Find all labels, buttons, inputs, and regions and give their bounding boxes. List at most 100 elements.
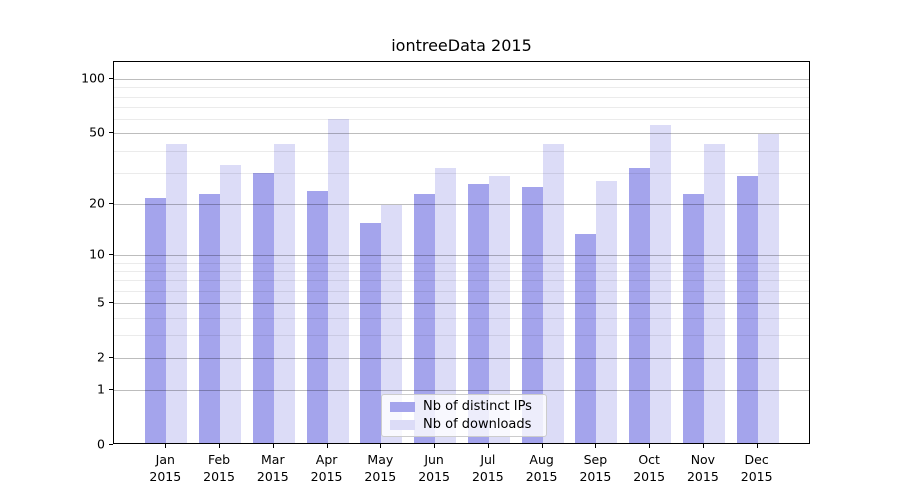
x-tick-mark [219,444,221,448]
gridline-minor-80 [114,96,809,98]
x-tick-mark [541,444,543,448]
x-tick-month: Aug [529,452,554,467]
legend-row: Nb of distinct IPs [390,399,538,414]
bar-downloads-feb [220,165,242,443]
x-tick-year: 2015 [149,469,182,484]
y-tick-mark [109,132,113,134]
bar-downloads-nov [703,144,725,443]
y-tick-label-2: 2 [97,349,105,365]
x-tick-label-oct: Oct 2015 [622,451,676,485]
y-tick-mark [109,254,113,256]
x-tick-label-nov: Nov 2015 [676,451,730,485]
y-tick-mark [109,302,113,304]
gridline-major-100 [114,79,809,81]
x-tick-year: 2015 [256,469,289,484]
bar-distinct-ips-aug [521,187,543,443]
x-tick-label-may: May 2015 [353,451,407,485]
x-tick-mark [649,444,651,448]
gridline-minor-9 [114,262,809,264]
x-tick-year: 2015 [471,469,504,484]
legend-label-downloads: Nb of downloads [423,417,532,432]
bar-downloads-jan [166,144,188,443]
bar-downloads-may [381,205,403,443]
gridline-major-5 [114,303,809,305]
gridline-minor-6 [114,291,809,293]
gridline-minor-7 [114,280,809,282]
y-tick-label-5: 5 [97,294,105,310]
y-tick-label-0: 0 [97,436,105,451]
x-tick-mark [326,444,328,448]
plot-area: Nb of distinct IPs Nb of downloads [113,61,810,444]
x-tick-month: Dec [744,452,769,467]
x-tick-year: 2015 [740,469,773,484]
x-tick-year: 2015 [310,469,343,484]
x-tick-mark [595,444,597,448]
x-tick-year: 2015 [203,469,235,484]
bar-distinct-ips-sep [575,233,597,443]
bar-distinct-ips-jan [145,197,167,443]
x-tick-month: Apr [315,452,338,467]
y-tick-label-10: 10 [89,246,105,262]
x-tick-mark [702,444,704,448]
gridline-minor-70 [114,107,809,109]
x-tick-label-feb: Feb 2015 [192,451,246,485]
bar-distinct-ips-feb [199,194,221,443]
y-tick-label-50: 50 [89,124,105,140]
gridline-major-50 [114,133,809,135]
x-tick-month: Sep [583,452,608,467]
x-tick-month: Mar [261,452,285,467]
y-tick-mark [109,389,113,391]
x-tick-label-mar: Mar 2015 [246,451,300,485]
x-tick-year: 2015 [579,469,612,484]
x-tick-label-jan: Jan 2015 [138,451,192,485]
gridline-minor-60 [114,119,809,121]
gridline-minor-3 [114,335,809,337]
x-tick-mark [165,444,167,448]
x-tick-year: 2015 [633,469,666,484]
bar-distinct-ips-oct [629,167,651,443]
x-tick-label-sep: Sep 2015 [568,451,622,485]
bar-downloads-aug [542,144,564,443]
y-tick-label-1: 1 [97,381,105,397]
x-tick-mark [434,444,436,448]
bar-downloads-mar [273,144,295,443]
y-tick-mark [109,78,113,80]
x-tick-year: 2015 [525,469,558,484]
x-tick-mark [487,444,489,448]
x-tick-month: Nov [690,452,716,467]
bar-distinct-ips-nov [682,194,704,443]
y-tick-mark [109,202,113,204]
x-tick-mark [272,444,274,448]
chart-title: iontreeData 2015 [391,36,532,55]
x-tick-label-apr: Apr 2015 [300,451,354,485]
gridline-minor-30 [114,172,809,174]
x-tick-mark [380,444,382,448]
x-tick-month: Oct [638,452,660,467]
x-tick-label-jun: Jun 2015 [407,451,461,485]
bar-downloads-apr [327,119,349,443]
bar-downloads-oct [650,124,672,443]
y-tick-mark [109,443,113,445]
x-tick-year: 2015 [686,469,719,484]
bar-downloads-jul [488,175,510,443]
x-tick-year: 2015 [364,469,397,484]
y-tick-mark [109,357,113,359]
x-tick-year: 2015 [418,469,450,484]
x-tick-month: Jan [155,452,175,467]
gridline-major-10 [114,255,809,257]
x-tick-month: Jul [480,452,496,467]
x-tick-month: Jun [424,452,444,467]
gridline-minor-40 [114,150,809,152]
legend-swatch-downloads [390,419,415,430]
gridline-minor-90 [114,87,809,89]
bar-downloads-dec [757,134,779,443]
x-tick-mark [756,444,758,448]
bar-distinct-ips-jun [414,194,436,443]
bar-distinct-ips-mar [252,172,274,443]
x-tick-label-dec: Dec 2015 [730,451,784,485]
x-tick-label-jul: Jul 2015 [461,451,515,485]
x-tick-month: Feb [207,452,231,467]
y-tick-label-20: 20 [89,195,105,211]
y-tick-label-100: 100 [81,70,105,86]
